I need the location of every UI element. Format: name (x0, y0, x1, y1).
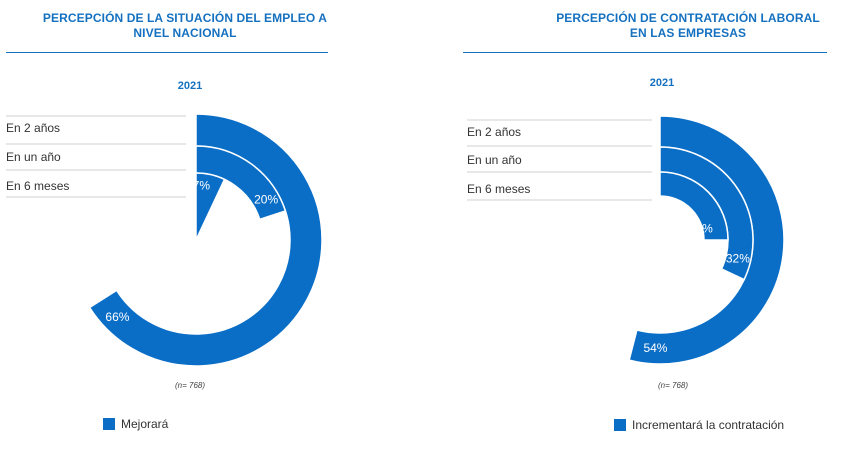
left-legend: Mejorará (103, 417, 168, 431)
chart2-bar-2 (659, 171, 729, 241)
right-legend-label: Incrementará la contratación (632, 418, 785, 432)
chart1-category-label: En 6 meses (6, 179, 69, 193)
left-title-rule (6, 52, 328, 53)
right-legend-swatch (614, 419, 626, 431)
chart1-bar-2 (195, 172, 226, 241)
right-chart-title: PERCEPCIÓN DE CONTRATACIÓN LABORAL EN LA… (556, 11, 820, 40)
right-sample-note: (n= 768) (657, 381, 689, 390)
left-year-label: 2021 (177, 80, 203, 92)
chart1-value-label: 7% (193, 179, 211, 193)
chart1-value-label: 66% (105, 310, 129, 324)
left-sample-note: (n= 768) (174, 381, 206, 390)
left-legend-swatch (103, 418, 115, 430)
chart1-category-label: En 2 años (6, 121, 60, 135)
chart1-value-label: 20% (254, 193, 278, 207)
right-title-rule (463, 52, 827, 53)
chart2-value-label: 32% (726, 251, 750, 265)
left-chart-title: PERCEPCIÓN DE LA SITUACIÓN DEL EMPLEO A … (42, 11, 328, 40)
left-legend-label: Mejorará (121, 417, 169, 431)
right-year-label: 2021 (649, 77, 675, 89)
chart2-value-label: 25% (689, 221, 713, 235)
chart1-category-label: En un año (6, 150, 61, 164)
chart2-category-label: En 6 meses (467, 182, 530, 196)
chart2-value-label: 54% (643, 341, 667, 355)
right-legend: Incrementará la contratación (614, 418, 784, 432)
chart2-category-label: En 2 años (467, 125, 521, 139)
chart1-bar-0 (88, 113, 323, 367)
chart2-category-label: En un año (467, 153, 522, 167)
